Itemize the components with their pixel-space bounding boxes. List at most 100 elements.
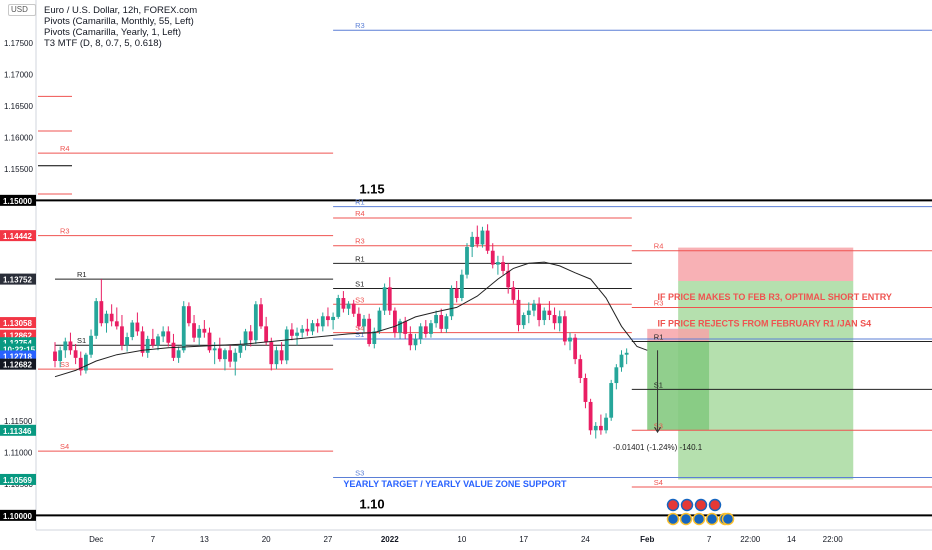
candle-body — [599, 425, 603, 431]
pivot-label: R1 — [77, 270, 87, 279]
price-tag-text: 1.14442 — [3, 232, 32, 241]
candle-body — [449, 288, 454, 317]
candle-body — [284, 329, 289, 361]
candle-body — [63, 341, 68, 351]
candle-body — [362, 318, 366, 327]
candle-body — [568, 337, 572, 342]
candle-body — [125, 337, 129, 346]
indicator-yearly-pivots[interactable]: Pivots (Camarilla, Yearly, 1, Left) — [44, 27, 182, 38]
candles — [53, 224, 629, 439]
candle-body — [212, 348, 217, 351]
candle-body — [609, 383, 614, 418]
candle-body — [624, 352, 629, 355]
candle-body — [135, 322, 140, 332]
candle-body — [465, 246, 469, 275]
candle-body — [161, 331, 166, 337]
candle-body — [274, 350, 279, 365]
candle-body — [393, 310, 397, 333]
candle-body — [501, 262, 505, 271]
candle-body — [614, 367, 619, 384]
price-tag-text: 1.10000 — [3, 512, 32, 521]
pivot-label: S3 — [355, 295, 364, 304]
price-tag-text: 1.11346 — [3, 427, 32, 436]
candle-body — [217, 348, 222, 360]
price-tag: 1.11346 — [0, 424, 36, 436]
annotation-text: YEARLY TARGET / YEARLY VALUE ZONE SUPPOR… — [343, 479, 567, 489]
candle-body — [341, 297, 346, 309]
candle-body — [459, 274, 464, 298]
candle-body — [243, 331, 248, 346]
candle-body — [228, 350, 232, 362]
legend: Euro / U.S. Dollar, 12h, FOREX.com Pivot… — [44, 5, 197, 49]
price-tag-text: 1.12862 — [3, 332, 32, 341]
candle-body — [290, 329, 294, 336]
symbol-title[interactable]: Euro / U.S. Dollar, 12h, FOREX.com — [44, 5, 198, 16]
price-tag-text: 1.12718 — [3, 352, 32, 361]
price-tag: 1.14442 — [0, 230, 36, 242]
candle-body — [99, 301, 104, 324]
candle-body — [408, 333, 413, 346]
candle-body — [485, 230, 490, 251]
candle-body — [238, 345, 243, 353]
pivot-label: R4 — [355, 209, 365, 218]
currency-badge[interactable]: USD — [0, 0, 36, 20]
candle-body — [326, 316, 330, 321]
indicator-t3[interactable]: T3 MTF (D, 8, 0.7, 5, 0.618) — [44, 38, 162, 49]
price-tick-label: 1.11000 — [4, 448, 33, 457]
time-tick-label: Dec — [89, 535, 103, 544]
candle-body — [403, 321, 408, 334]
price-tag: 1.10569 — [0, 473, 36, 485]
candle-body — [114, 321, 119, 327]
candle-body — [192, 323, 196, 338]
price-tag: 1.13058 — [0, 317, 36, 329]
price-tick-label: 1.11500 — [4, 417, 33, 426]
major-level-label: 1.15 — [359, 181, 384, 196]
time-tick-label: 13 — [200, 535, 209, 544]
price-tag-text: 1.13752 — [3, 276, 32, 285]
pivot-label: S3 — [654, 421, 663, 430]
event-flag-icon — [721, 512, 735, 526]
candle-body — [73, 350, 78, 358]
pivot-label: R1 — [355, 198, 365, 207]
candle-body — [578, 359, 583, 379]
price-tag: 1.12682 — [0, 358, 36, 370]
pivot-label: R4 — [60, 144, 70, 153]
time-tick-label: 24 — [581, 535, 590, 544]
time-tick-label: 10 — [457, 535, 466, 544]
annotation-text: IF PRICE MAKES TO FEB R3, OPTIMAL SHORT … — [658, 292, 892, 302]
candle-body — [423, 326, 428, 334]
price-tick-label: 1.16000 — [4, 133, 33, 142]
candle-body — [547, 310, 552, 316]
price-tag-text: 1.10569 — [3, 476, 32, 485]
candle-body — [552, 315, 557, 324]
candle-body — [145, 338, 150, 353]
candle-body — [310, 323, 315, 332]
candle-body — [382, 287, 387, 311]
price-tag-text: 1.13058 — [3, 319, 32, 328]
price-tag-bg — [0, 509, 36, 521]
candle-body — [367, 318, 372, 344]
candle-body — [140, 331, 145, 353]
candle-body — [619, 354, 624, 368]
pivot-label: S1 — [654, 380, 663, 389]
candle-body — [202, 328, 207, 333]
candle-body — [521, 315, 526, 326]
price-tag: 10:22:15 — [0, 343, 36, 355]
candle-body — [315, 323, 320, 327]
price-tag-bg — [0, 343, 36, 355]
candle-body — [542, 310, 547, 321]
event-flag-icon — [679, 512, 693, 526]
candle-body — [604, 417, 608, 431]
candle-body — [413, 338, 418, 346]
time-tick-label: 7 — [707, 535, 712, 544]
time-tick-label: 22:00 — [740, 535, 761, 544]
indicator-monthly-pivots[interactable]: Pivots (Camarilla, Monthly, 55, Left) — [44, 16, 194, 27]
price-tag-bg — [0, 358, 36, 370]
economic-events — [666, 498, 735, 526]
price-tag-bg — [0, 473, 36, 485]
candle-body — [130, 322, 135, 338]
candle-body — [480, 230, 485, 245]
pivot-label: S4 — [355, 324, 364, 333]
